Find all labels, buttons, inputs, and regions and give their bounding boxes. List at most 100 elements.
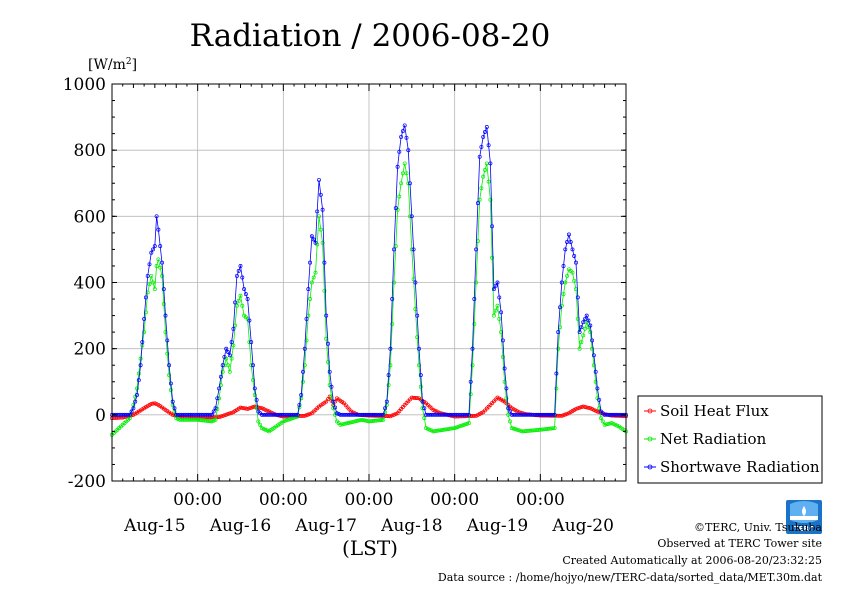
data-point <box>450 412 455 417</box>
data-point <box>231 343 236 348</box>
data-point <box>217 415 222 420</box>
data-point <box>549 412 553 417</box>
data-point <box>409 395 414 400</box>
series-shortwave-radiation <box>110 123 628 417</box>
data-point <box>425 412 430 417</box>
data-point <box>377 412 382 417</box>
data-point <box>615 423 620 428</box>
data-point <box>577 346 582 351</box>
data-point <box>497 295 502 300</box>
data-point <box>552 426 557 431</box>
x-axis-ticks: 00:00 00:00 00:00 00:00 00:00 Aug-15 Aug-16 Aug… <box>111 84 627 536</box>
data-point <box>468 379 473 384</box>
data-point <box>151 280 155 285</box>
data-point <box>286 417 291 422</box>
data-point <box>168 388 173 392</box>
data-point <box>525 412 530 417</box>
data-point <box>240 275 245 280</box>
data-point <box>165 351 170 356</box>
data-point <box>186 417 191 422</box>
data-point <box>613 412 618 417</box>
data-point <box>181 417 186 422</box>
data-point <box>161 302 166 306</box>
data-point <box>167 373 172 378</box>
data-point <box>515 427 520 432</box>
legend-box <box>637 395 823 484</box>
data-point <box>342 412 346 417</box>
data-point <box>295 412 300 417</box>
data-point <box>297 402 302 407</box>
data-point <box>486 179 491 184</box>
data-point <box>211 418 216 423</box>
data-point <box>609 412 614 417</box>
data-point <box>338 412 343 417</box>
data-point <box>516 428 521 433</box>
data-point <box>226 363 230 368</box>
data-point <box>433 429 437 434</box>
data-point <box>231 326 236 331</box>
data-point <box>504 386 509 391</box>
data-point <box>390 413 395 418</box>
data-point <box>345 412 350 417</box>
data-point <box>145 273 150 278</box>
data-point <box>140 340 145 345</box>
data-point <box>209 412 214 417</box>
data-point <box>243 292 248 297</box>
data-point <box>324 313 329 318</box>
legend: Soil Heat Flux Net Radiation Shortwave Rad… <box>637 395 823 484</box>
data-point <box>142 330 147 335</box>
data-point <box>229 410 234 415</box>
data-point <box>588 323 593 328</box>
data-point <box>192 412 197 417</box>
data-point <box>245 406 250 411</box>
data-point <box>565 240 570 244</box>
data-point <box>456 412 461 417</box>
data-point <box>234 303 239 308</box>
data-point <box>293 412 298 417</box>
data-point <box>583 316 587 321</box>
data-point <box>188 415 193 420</box>
data-point <box>202 418 207 423</box>
data-point <box>570 270 575 275</box>
data-point <box>356 412 361 417</box>
data-point <box>415 335 420 340</box>
data-point <box>201 418 205 423</box>
data-point <box>570 247 575 252</box>
data-point <box>554 386 559 391</box>
data-point <box>192 417 197 422</box>
series-layer <box>110 123 628 437</box>
data-point <box>518 428 523 433</box>
data-point <box>379 412 384 417</box>
data-point <box>538 427 543 432</box>
data-point <box>201 412 205 417</box>
data-point <box>529 428 534 433</box>
data-point <box>352 419 357 424</box>
data-point <box>586 405 591 410</box>
data-point <box>342 421 346 426</box>
data-point <box>479 186 484 191</box>
data-point <box>301 413 305 418</box>
data-point <box>466 421 471 426</box>
data-point <box>581 333 586 338</box>
data-point <box>452 426 457 431</box>
data-point <box>154 264 159 268</box>
data-point <box>208 419 213 424</box>
x-time-label: 00:00 <box>173 490 222 510</box>
x-date-label: Aug-20 <box>551 516 613 536</box>
data-point <box>129 413 134 418</box>
data-point <box>583 326 587 331</box>
data-point <box>177 417 182 422</box>
data-point <box>227 353 232 358</box>
data-point <box>306 287 311 292</box>
y-tick-label: 0 <box>95 406 106 426</box>
data-point <box>286 412 291 417</box>
data-point <box>417 363 421 368</box>
data-point <box>516 412 521 417</box>
data-point <box>133 399 138 404</box>
legend-entry: Shortwave Radiation <box>644 458 820 476</box>
data-point <box>375 418 380 423</box>
data-point <box>222 413 227 418</box>
data-point <box>400 129 405 134</box>
data-point <box>579 405 584 410</box>
